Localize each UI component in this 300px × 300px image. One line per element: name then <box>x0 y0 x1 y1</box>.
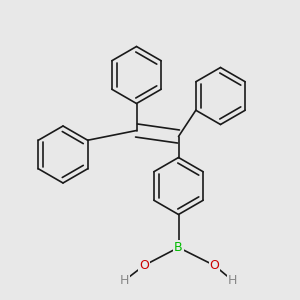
Text: H: H <box>120 274 129 287</box>
Text: H: H <box>228 274 237 287</box>
Text: B: B <box>174 241 183 254</box>
Text: O: O <box>210 259 219 272</box>
Text: O: O <box>139 259 149 272</box>
